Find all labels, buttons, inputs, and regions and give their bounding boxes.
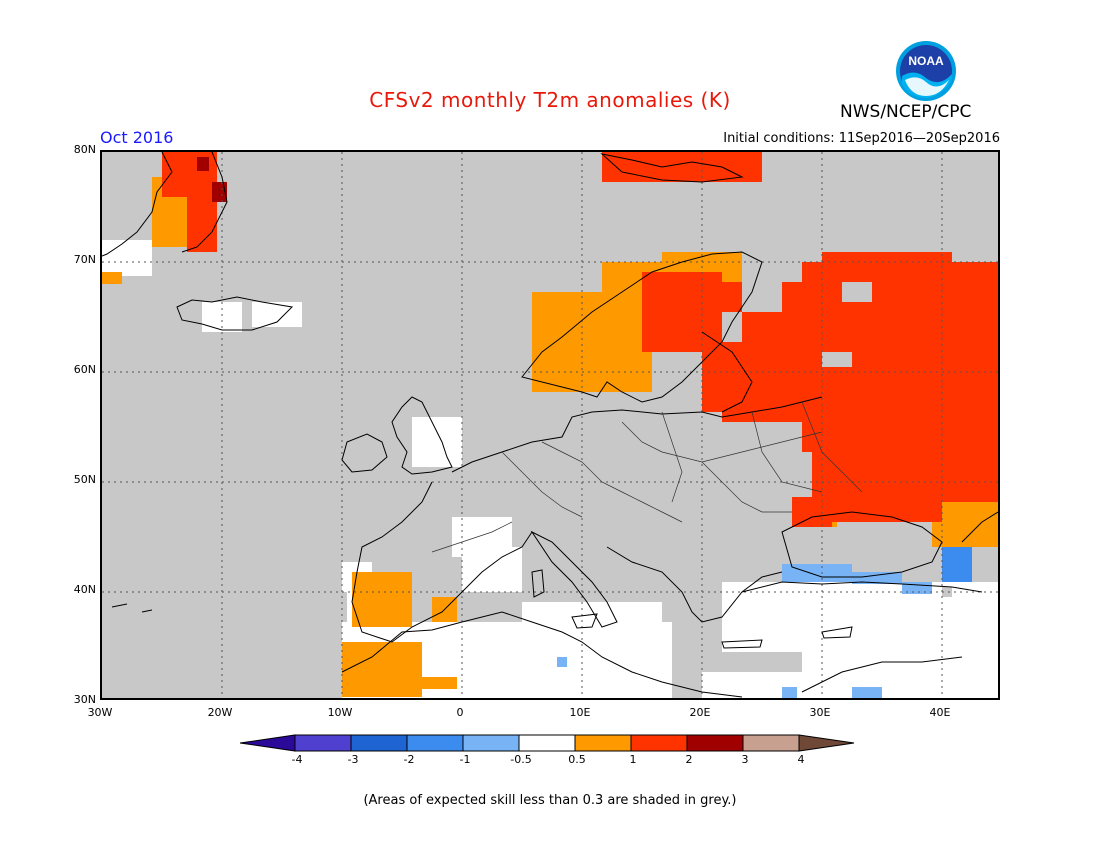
colorbar-bin — [630, 734, 688, 752]
initial-conditions-label: Initial conditions: 11Sep2016—20Sep2016 — [723, 131, 1000, 146]
colorbar-bin — [239, 734, 296, 752]
lon-label: 0 — [456, 706, 464, 719]
colorbar-tick-label: -1 — [459, 753, 471, 766]
map-title: CFSv2 monthly T2m anomalies (K) — [369, 88, 731, 112]
anomaly-fields — [102, 152, 998, 698]
lat-label: 40N — [73, 583, 96, 596]
month-label: Oct 2016 — [100, 128, 174, 147]
colorbar-tick-label: -0.5 — [510, 753, 532, 766]
colorbar — [239, 733, 862, 757]
country-borders — [431, 401, 863, 553]
lat-label: 70N — [73, 253, 96, 266]
colorbar-tick-label: 2 — [685, 753, 693, 766]
colorbar-tick-label: 4 — [797, 753, 805, 766]
noaa-logo-icon: NOAA — [895, 40, 957, 106]
lon-label: 20E — [689, 706, 711, 719]
graticule — [102, 152, 998, 698]
coastlines — [102, 152, 998, 698]
colorbar-bin — [574, 734, 632, 752]
lat-label: 30N — [73, 693, 96, 706]
colorbar-tick-label: -2 — [403, 753, 415, 766]
colorbar-bin — [686, 734, 744, 752]
lat-label: 80N — [73, 143, 96, 156]
lon-label: 30E — [809, 706, 831, 719]
lat-label: 60N — [73, 363, 96, 376]
lon-label: 30W — [87, 706, 113, 719]
agency-label: NWS/NCEP/CPC — [840, 102, 972, 122]
very-strong-warm-anomaly-areas — [197, 157, 227, 202]
lon-label: 20W — [207, 706, 233, 719]
cold-anomaly-areas — [942, 547, 972, 582]
colorbar-svg — [239, 734, 855, 752]
colorbar-tick-label: -4 — [291, 753, 303, 766]
colorbar-tick-label: 3 — [741, 753, 749, 766]
colorbar-tick-label: -3 — [347, 753, 359, 766]
colorbar-tick-label: 0.5 — [568, 753, 586, 766]
lat-label: 50N — [73, 473, 96, 486]
logo-text: NOAA — [908, 54, 944, 68]
colorbar-bin — [294, 734, 352, 752]
colorbar-bin — [742, 734, 800, 752]
colorbar-bin — [462, 734, 520, 752]
colorbar-bin — [518, 734, 576, 752]
map-svg — [102, 152, 998, 698]
lon-label: 40E — [929, 706, 951, 719]
lon-label: 10E — [569, 706, 591, 719]
colorbar-tick-label: 1 — [629, 753, 637, 766]
colorbar-bin — [350, 734, 408, 752]
strong-warm-anomaly-areas — [162, 152, 998, 527]
anomaly-map — [100, 150, 1000, 700]
skill-footnote: (Areas of expected skill less than 0.3 a… — [363, 793, 737, 808]
colorbar-bin — [406, 734, 464, 752]
lon-label: 10W — [327, 706, 353, 719]
colorbar-bin — [798, 734, 855, 752]
